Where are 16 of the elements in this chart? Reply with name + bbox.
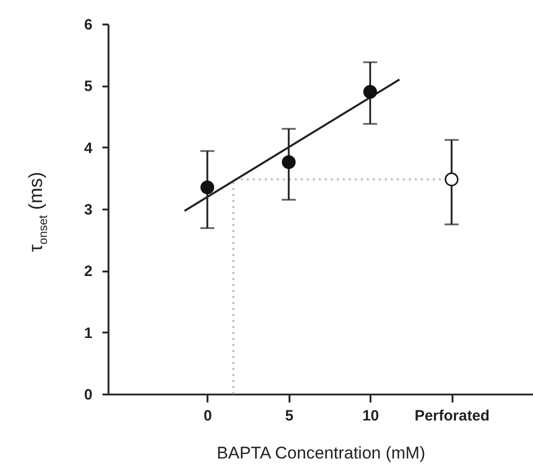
point: [282, 155, 296, 169]
point: [444, 172, 458, 186]
x-tick-label: Perforated: [414, 408, 490, 424]
point: [363, 84, 378, 99]
x-axis-title: BAPTA Concentration (mM): [216, 444, 426, 462]
x-tick-label: 10: [362, 408, 380, 424]
y-tick-label: 3: [84, 202, 92, 218]
y-tick-label: 5: [84, 78, 92, 96]
point: [200, 180, 214, 194]
y-tick-label: 0: [84, 386, 92, 404]
y-tick-label: 6: [84, 16, 92, 34]
x-tick-label: 5: [285, 408, 294, 424]
y-tick-label: 4: [84, 140, 94, 157]
y-tick-label: 2: [84, 263, 92, 280]
y-tick-label: 1: [84, 324, 92, 342]
x-tick-label: 0: [204, 408, 212, 424]
